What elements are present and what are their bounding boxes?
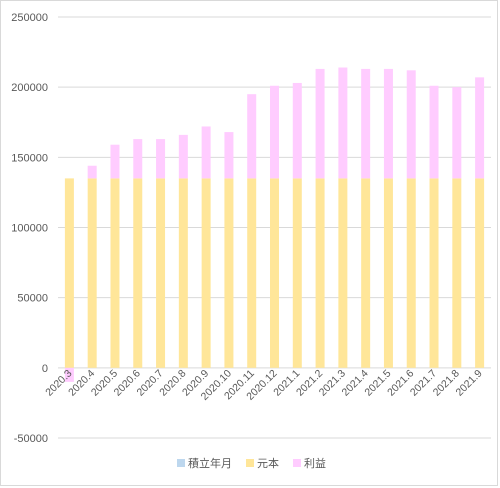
bar-2020.11-series-2 bbox=[247, 94, 257, 179]
bar-2021.1-series-1 bbox=[292, 178, 302, 368]
bar-2020.8-series-2 bbox=[178, 134, 188, 179]
bar-2020.12-series-1 bbox=[270, 178, 279, 368]
bar-2021.4-series-1 bbox=[361, 178, 371, 368]
bar-2021.2-series-1 bbox=[315, 178, 325, 368]
bar-2021.8-series-2 bbox=[452, 87, 462, 179]
y-tick-label: 100000 bbox=[11, 223, 48, 235]
bar-2021.3-series-2 bbox=[338, 67, 348, 179]
bar-2020.5-series-2 bbox=[110, 144, 120, 179]
bar-2020.9-series-1 bbox=[201, 178, 211, 368]
bars bbox=[64, 67, 485, 382]
bar-2021.7-series-2 bbox=[429, 85, 439, 179]
bar-2020.7-series-1 bbox=[156, 178, 166, 368]
bar-2020.4-series-2 bbox=[87, 165, 97, 179]
bar-2020.3-series-2 bbox=[64, 367, 74, 382]
bar-2020.8-series-1 bbox=[178, 178, 188, 368]
legend: 積立年月 元本 利益 bbox=[177, 456, 326, 470]
bar-2021.5-series-1 bbox=[383, 178, 393, 368]
bar-2020.3-series-1 bbox=[64, 178, 74, 368]
bar-2020.11-series-1 bbox=[247, 178, 257, 368]
bar-2021.4-series-2 bbox=[361, 68, 371, 179]
y-tick-label: -50000 bbox=[14, 433, 48, 445]
bar-2020.7-series-2 bbox=[156, 139, 166, 179]
bar-2020.6-series-1 bbox=[133, 178, 143, 368]
bar-2020.5-series-1 bbox=[110, 178, 120, 368]
legend-swatch bbox=[177, 459, 185, 467]
y-axis-ticks: 250000 200000 150000 100000 50000 0 -50000 bbox=[11, 12, 48, 445]
bar-2020.9-series-2 bbox=[201, 126, 211, 179]
bar-2021.3-series-1 bbox=[338, 178, 348, 368]
bar-2021.9-series-1 bbox=[475, 178, 485, 368]
y-tick-label: 50000 bbox=[17, 293, 48, 305]
x-tick-label: 2021.9 bbox=[454, 367, 485, 398]
bar-2020.10-series-1 bbox=[224, 178, 234, 368]
y-tick-label: 250000 bbox=[11, 12, 48, 24]
legend-swatch bbox=[293, 459, 301, 467]
bar-2021.8-series-1 bbox=[452, 178, 462, 368]
bar-2020.6-series-2 bbox=[133, 139, 143, 179]
bar-2021.1-series-2 bbox=[292, 82, 302, 179]
bar-2021.7-series-1 bbox=[429, 178, 439, 368]
bar-2020.12-series-2 bbox=[270, 85, 279, 179]
x-axis-ticks: 2020.32020.42020.52020.62020.72020.82020… bbox=[43, 367, 485, 402]
legend-label: 元本 bbox=[257, 456, 279, 470]
bar-2020.4-series-1 bbox=[87, 178, 97, 368]
bar-2021.9-series-2 bbox=[475, 77, 485, 179]
legend-label: 利益 bbox=[304, 456, 326, 470]
legend-swatch bbox=[246, 459, 254, 467]
bar-2021.6-series-1 bbox=[406, 178, 416, 368]
y-tick-label: 200000 bbox=[11, 82, 48, 94]
y-tick-label: 150000 bbox=[11, 152, 48, 164]
bar-2021.5-series-2 bbox=[383, 68, 393, 179]
bar-2021.6-series-2 bbox=[406, 70, 416, 179]
bar-2020.10-series-2 bbox=[224, 132, 234, 179]
legend-label: 積立年月 bbox=[188, 456, 232, 470]
y-tick-label: 0 bbox=[42, 363, 48, 375]
bar-2021.2-series-2 bbox=[315, 68, 325, 179]
